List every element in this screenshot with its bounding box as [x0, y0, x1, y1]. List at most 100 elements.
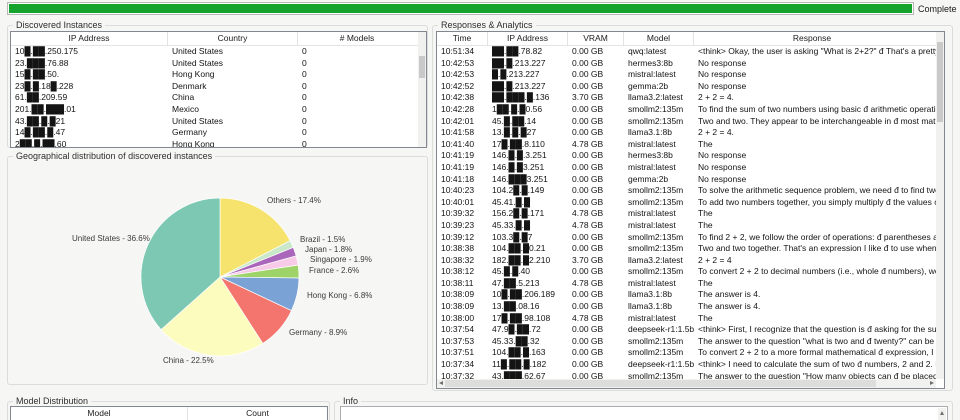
table-row[interactable]: 10:37:32 43.███.62.67 0.00 GB smollm2:135m T… — [437, 371, 944, 383]
discovered-vertical-scrollbar[interactable] — [418, 32, 426, 147]
table-row[interactable]: 10:40:01 45.41.█.█ 0.00 GB smollm2:135m To a… — [437, 197, 944, 209]
table-cell: 1██.█.█0.56 — [492, 103, 543, 114]
table-cell: 4.78 GB — [572, 138, 604, 149]
table-row[interactable]: 10:41:40 17█.██.8.110 4.78 GB mistral:lates… — [437, 139, 944, 151]
table-cell: Two and two together. That's an expressi… — [698, 243, 938, 254]
table-cell: deepseek-r1:1.5b — [628, 324, 694, 335]
table-row[interactable]: 10:38:09 13.██.08.16 0.00 GB llama3.1:8b The… — [437, 301, 944, 313]
table-cell: mistral:latest — [628, 277, 676, 288]
table-row[interactable]: 10█.██.250.175 United States 0 — [11, 46, 426, 58]
table-row[interactable]: 10:42:53 █.█.213.227 0.00 GB mistral:latest… — [437, 69, 944, 81]
table-row[interactable]: 43.██.█.█21 United States 0 — [11, 116, 426, 128]
table-row[interactable]: 10:42:01 45.█.██.14 0.00 GB smollm2:135m Two… — [437, 116, 944, 128]
column-header-ip-address[interactable]: IP Address — [11, 32, 168, 45]
table-cell: 10:51:34 — [441, 46, 475, 56]
table-cell: █.█.213.227 — [492, 69, 540, 80]
table-cell: 0.00 GB — [572, 324, 604, 335]
table-row[interactable]: 10:40:23 104.2█.█.149 0.00 GB smollm2:135m T… — [437, 185, 944, 197]
scroll-up-icon[interactable] — [939, 411, 944, 415]
scroll-left-icon[interactable] — [439, 381, 443, 385]
table-cell: smollm2:135m — [628, 335, 684, 346]
table-row[interactable]: 10:41:19 146.█.█.3.251 0.00 GB hermes3:8b No… — [437, 150, 944, 162]
table-cell: 104.██.█0.21 — [492, 243, 546, 254]
table-row[interactable]: 10:37:54 47.9█.██.72 0.00 GB deepseek-r1:1.… — [437, 324, 944, 336]
table-cell: 17█.██.98.108 — [492, 312, 551, 323]
column-header-ip-address[interactable]: IP Address — [488, 32, 568, 45]
table-row[interactable]: 23█.█.18█.228 Denmark 0 — [11, 81, 426, 93]
info-textbox[interactable] — [340, 406, 948, 420]
table-row[interactable]: 10:39:32 156.2█.█.171 4.78 GB mistral:lates… — [437, 208, 944, 220]
table-cell: ██.█.213.227 — [492, 57, 546, 68]
column-header-count[interactable]: Count — [246, 408, 269, 418]
table-cell: 0.00 GB — [572, 335, 604, 346]
table-cell: smollm2:135m — [628, 196, 684, 207]
table-row[interactable]: 10:41:18 146.███3.251 0.00 GB gemma:2b No re… — [437, 174, 944, 186]
table-row[interactable]: 10:42:53 ██.█.213.227 0.00 GB hermes3:8b No … — [437, 58, 944, 70]
table-cell: 10█.██.250.175 — [15, 46, 78, 56]
table-cell: Two and two. They appear to be interchan… — [698, 115, 938, 126]
pie-label-germany: Germany - 8.9% — [289, 328, 348, 337]
table-row[interactable]: 10:42:38 ██.███.█.136 3.70 GB llama3.2:late… — [437, 92, 944, 104]
table-row[interactable]: 14█.██.█.47 Germany 0 — [11, 127, 426, 139]
table-row[interactable]: 10:37:51 104.██.█.163 0.00 GB smollm2:135m T… — [437, 347, 944, 359]
table-row[interactable]: 10:42:52 ██.█.213.227 0.00 GB gemma:2b No re… — [437, 81, 944, 93]
table-cell: 10:41:19 — [441, 150, 475, 161]
table-row[interactable]: 10:38:12 45.█.█.40 0.00 GB smollm2:135m To c… — [437, 266, 944, 278]
table-cell: 3.70 GB — [572, 254, 604, 265]
scrollbar-thumb[interactable] — [419, 56, 425, 78]
column-header-model[interactable]: Model — [11, 407, 188, 420]
table-row[interactable]: 10:41:19 146.█.█3.251 0.00 GB mistral:lates… — [437, 162, 944, 174]
table-cell: Mexico — [172, 103, 199, 114]
table-row[interactable]: 61.██.209.59 China 0 — [11, 92, 426, 104]
table-row[interactable]: 10:38:00 17█.██.98.108 4.78 GB mistral:late… — [437, 313, 944, 325]
table-cell: 0.00 GB — [572, 57, 604, 68]
table-row[interactable]: 10:38:32 182.██.█2.210 3.70 GB llama3.2:lat… — [437, 255, 944, 267]
table-cell: ██.█.213.227 — [492, 80, 546, 91]
table-row[interactable]: 10:38:38 104.██.█0.21 0.00 GB smollm2:135m T… — [437, 243, 944, 255]
table-cell: 0.00 GB — [572, 173, 604, 184]
table-row[interactable]: 15█.██.50. Hong Kong 0 — [11, 69, 426, 81]
column-header-country[interactable]: Country — [168, 32, 298, 45]
groupbox-title: Model Distribution — [13, 396, 92, 407]
table-cell: The — [698, 208, 713, 219]
table-row[interactable]: 10:39:12 103.3█.█7 0.00 GB smollm2:135m To f… — [437, 232, 944, 244]
column-header-models[interactable]: # Models — [339, 33, 375, 43]
table-row[interactable]: 10:38:11 47.██.5.213 4.78 GB mistral:latest… — [437, 278, 944, 290]
table-cell: 10:39:32 — [441, 208, 475, 219]
responses-vertical-scrollbar[interactable] — [936, 32, 944, 379]
table-cell: United States — [172, 57, 224, 68]
table-row[interactable]: 10:41:58 13.█.█.█27 0.00 GB llama3.1:8b 2 + … — [437, 127, 944, 139]
table-cell: 10:37:34 — [441, 359, 475, 370]
table-cell: 201.██.███.01 — [15, 103, 76, 114]
column-header-vram[interactable]: VRAM — [568, 32, 624, 45]
table-row[interactable]: 10:38:09 10█.██.206.189 0.00 GB llama3.1:8b… — [437, 289, 944, 301]
table-cell: llama3.1:8b — [628, 127, 672, 138]
table-cell: 10:41:40 — [441, 138, 475, 149]
scrollbar-thumb[interactable] — [445, 380, 876, 387]
table-cell: No response — [698, 57, 747, 68]
column-header-response[interactable]: Response — [792, 33, 832, 43]
table-row[interactable]: 201.██.███.01 Mexico 0 — [11, 104, 426, 116]
table-row[interactable]: 10:37:34 11█.██.█.182 0.00 GB deepseek-r1:1… — [437, 359, 944, 371]
table-cell: 10:41:58 — [441, 127, 475, 138]
table-cell: 10:37:53 — [441, 335, 475, 346]
responses-horizontal-scrollbar[interactable] — [437, 379, 936, 388]
table-row[interactable]: 10:39:23 45.33.█.█ 4.78 GB mistral:latest Th… — [437, 220, 944, 232]
table-row[interactable]: 10:42:28 1██.█.█0.56 0.00 GB smollm2:135m To… — [437, 104, 944, 116]
table-row[interactable]: 23.███.76.88 United States 0 — [11, 58, 426, 70]
pie-label-united-states: United States - 36.6% — [72, 234, 150, 243]
scrollbar-thumb[interactable] — [937, 42, 943, 122]
column-header-time[interactable]: Time — [437, 32, 488, 45]
table-row[interactable]: 10:37:53 45.33.██.32 0.00 GB smollm2:135m Th… — [437, 336, 944, 348]
table-cell: 0.00 GB — [572, 359, 604, 370]
pie-label-china: China - 22.5% — [163, 356, 214, 365]
table-cell: No response — [698, 161, 747, 172]
table-row[interactable]: 10:51:34 ██.██.78.82 0.00 GB qwq:latest <thi… — [437, 46, 944, 58]
table-row[interactable]: 2██.█.██.60 Hong Kong 0 — [11, 139, 426, 147]
scroll-right-icon[interactable] — [930, 381, 934, 385]
table-cell: 0.00 GB — [572, 370, 604, 381]
table-cell: 0.00 GB — [572, 185, 604, 196]
column-header-model[interactable]: Model — [624, 32, 694, 45]
info-vertical-scrollbar[interactable] — [938, 408, 946, 420]
